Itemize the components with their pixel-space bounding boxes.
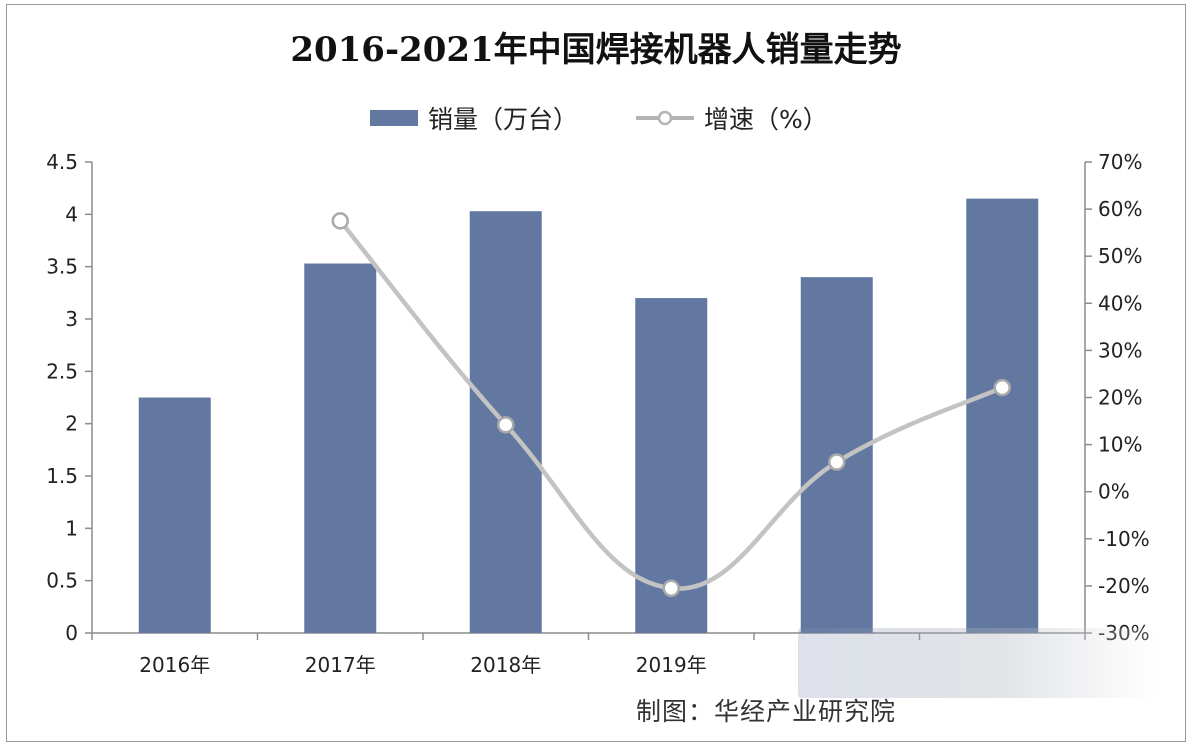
legend-item-growth: 增速（%） [636, 100, 828, 136]
chart-legend: 销量（万台） 增速（%） [0, 100, 1192, 136]
y-right-tick-label: -30% [1098, 621, 1150, 645]
legend-line-growth-icon [636, 110, 694, 126]
point-growth [662, 579, 680, 598]
chart-title: 2016-2021年中国焊接机器人销量走势 [290, 30, 902, 70]
y-left-tick-label: 0 [65, 621, 78, 645]
y-left-tick-label: 3.5 [46, 255, 78, 279]
y-right-tick-label: 60% [1098, 197, 1142, 221]
y-right-tick-label: 20% [1098, 386, 1142, 410]
y-left-tick-label: 2 [65, 412, 78, 436]
bar-sales [635, 298, 708, 633]
legend-swatch-sales [370, 110, 418, 126]
legend-label-sales: 销量（万台） [428, 105, 579, 134]
y-right-tick-label: -20% [1098, 574, 1150, 598]
y-left-tick-label: 1 [65, 516, 78, 540]
legend-item-sales: 销量（万台） [370, 100, 578, 136]
y-right-tick-label: -10% [1098, 527, 1150, 551]
y-left-tick-label: 4.5 [46, 150, 78, 174]
y-right-tick-label: 40% [1098, 291, 1142, 315]
y-left-tick-label: 3 [65, 307, 78, 331]
bar-sales [966, 198, 1039, 633]
y-left-tick-label: 0.5 [46, 569, 78, 593]
y-right-tick-label: 0% [1098, 480, 1130, 504]
point-growth [497, 416, 515, 434]
y-right-tick-label: 50% [1098, 244, 1142, 268]
point-growth [993, 378, 1011, 397]
x-tick-label: 2019年 [636, 653, 707, 677]
point-growth [828, 453, 846, 471]
source-note: 制图：华经产业研究院 [636, 697, 897, 726]
x-tick-label: 2018年 [470, 653, 541, 677]
y-right-tick-label: 30% [1098, 338, 1142, 362]
watermark-overlay [798, 628, 1158, 698]
x-tick-label: 2016年 [139, 653, 210, 677]
y-left-tick-label: 4 [65, 202, 78, 226]
y-left-tick-label: 2.5 [46, 359, 78, 383]
x-tick-label: 2017年 [305, 653, 376, 677]
bar-sales [304, 263, 377, 633]
bar-sales [138, 397, 211, 633]
y-right-tick-label: 70% [1098, 150, 1142, 174]
legend-label-growth: 增速（%） [704, 105, 828, 134]
point-growth [331, 212, 349, 230]
y-right-tick-label: 10% [1098, 433, 1142, 457]
y-left-tick-label: 1.5 [46, 464, 78, 488]
